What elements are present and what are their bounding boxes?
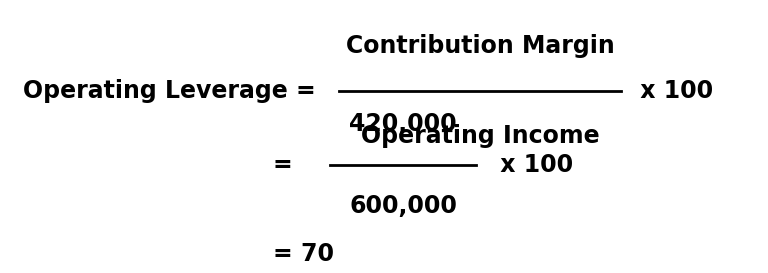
Text: = 70: = 70 xyxy=(273,242,333,266)
Text: Operating Leverage =: Operating Leverage = xyxy=(23,79,324,103)
Text: Contribution Margin: Contribution Margin xyxy=(346,34,614,58)
Text: x 100: x 100 xyxy=(492,153,573,177)
Text: 420,000: 420,000 xyxy=(349,112,457,136)
Text: x 100: x 100 xyxy=(632,79,713,103)
Text: =: = xyxy=(273,153,293,177)
Text: 600,000: 600,000 xyxy=(349,194,457,218)
Text: Operating Income: Operating Income xyxy=(361,124,599,149)
